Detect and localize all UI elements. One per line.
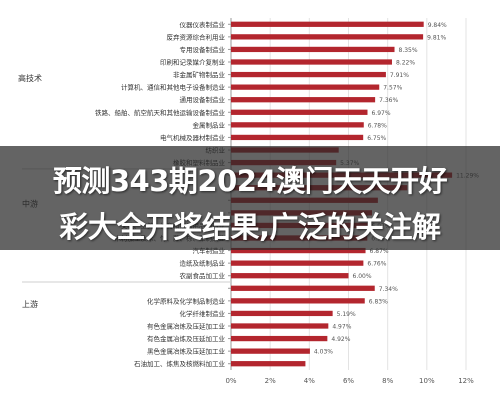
data-label: 8.35% — [399, 47, 418, 54]
bar — [231, 71, 386, 78]
data-label: 6.78% — [368, 122, 387, 129]
data-label: 7.34% — [379, 286, 398, 293]
data-label: 4.92% — [331, 336, 350, 343]
bar — [231, 46, 395, 53]
data-label: 6.83% — [369, 298, 388, 305]
bar — [231, 247, 366, 254]
category-label: 黑色金属冶炼及压延加工业 — [147, 347, 226, 356]
bar — [231, 21, 424, 27]
data-label: 6.97% — [371, 110, 390, 117]
bar — [231, 323, 329, 329]
data-label: 9.81% — [427, 34, 446, 41]
category-label: 石油加工、炼焦及核燃料加工业 — [134, 359, 226, 368]
category-label: 有色金属冶炼及压延加工业 — [147, 322, 226, 331]
category-label: 专用设备制造业 — [180, 45, 226, 54]
bar — [231, 273, 349, 279]
data-label: 4.03% — [314, 349, 333, 356]
headline-banner — [0, 146, 500, 250]
bar — [231, 109, 368, 115]
category-label: 金属制品业 — [193, 120, 226, 129]
x-tick-label: 0% — [225, 377, 236, 385]
category-label: 铁路、船舶、航空航天和其他运输设备制造业 — [95, 108, 226, 117]
data-label: 4.97% — [332, 324, 351, 331]
bar — [231, 97, 376, 103]
bar — [231, 361, 306, 367]
category-label: 化学纤维制造业 — [180, 309, 226, 318]
data-label: 5.19% — [337, 311, 356, 318]
bar — [231, 34, 424, 40]
bar — [231, 134, 364, 141]
bar — [231, 285, 375, 291]
category-label: 电气机械及器材制造业 — [160, 133, 226, 142]
data-label: 7.91% — [390, 72, 409, 79]
x-tick-label: 12% — [458, 377, 474, 385]
data-label: 6.87% — [370, 248, 389, 255]
data-label: 7.57% — [383, 85, 402, 92]
category-label: 计算机、通信和其他电子设备制造业 — [121, 83, 226, 92]
headline-line-2: 彩大全开奖结果,广泛的关注解 — [59, 210, 441, 244]
x-tick-label: 8% — [382, 377, 393, 385]
category-label: 有色金属冶炼及压延加工业 — [147, 334, 226, 343]
headline-line-1: 预测343期2024澳门天天开好 — [52, 164, 448, 198]
bar — [231, 310, 333, 317]
category-label: 非金属矿物制品业 — [173, 70, 226, 79]
category-label: 农副食品加工业 — [180, 271, 226, 280]
bar — [231, 298, 365, 304]
category-label: 废弃资源综合利用业 — [167, 32, 226, 41]
bar — [231, 348, 310, 354]
data-label: 6.76% — [367, 261, 386, 268]
x-tick-label: 10% — [419, 377, 435, 385]
category-label: 仪器仪表制造业 — [180, 20, 226, 29]
bar — [231, 260, 364, 266]
bar — [231, 59, 392, 65]
bar — [231, 84, 380, 90]
category-label: 化学原料及化学制品制造业 — [147, 296, 226, 305]
category-label: 汽车制造业 — [193, 246, 226, 255]
category-label: 印刷和记录媒介复制业 — [160, 58, 226, 67]
data-label: 6.75% — [367, 135, 386, 142]
x-tick-label: 4% — [304, 377, 315, 385]
data-label: 9.84% — [428, 22, 447, 29]
bar — [231, 122, 364, 128]
group-label: 上游 — [22, 299, 38, 309]
category-label: 造纸及纸制品业 — [180, 259, 226, 268]
bar — [231, 335, 328, 342]
x-tick-label: 6% — [343, 377, 354, 385]
data-label: 8.22% — [396, 60, 415, 67]
x-tick-label: 2% — [265, 377, 276, 385]
group-label: 高技术 — [18, 73, 42, 83]
category-label: 通用设备制造业 — [180, 95, 226, 104]
data-label: 6.00% — [353, 273, 372, 280]
data-label: 7.36% — [379, 97, 398, 104]
